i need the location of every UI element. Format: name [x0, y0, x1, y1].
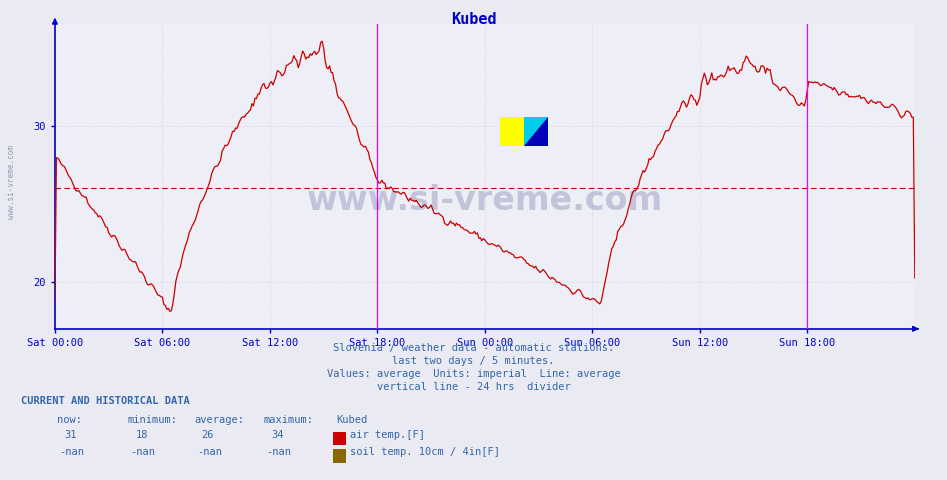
- Text: Kubed: Kubed: [451, 12, 496, 27]
- Text: -nan: -nan: [197, 447, 222, 457]
- Text: air temp.[F]: air temp.[F]: [350, 430, 425, 440]
- Text: average:: average:: [194, 415, 244, 425]
- Polygon shape: [525, 117, 548, 146]
- Text: Slovenia / weather data - automatic stations.: Slovenia / weather data - automatic stat…: [333, 343, 614, 353]
- Text: -nan: -nan: [131, 447, 155, 457]
- Text: Values: average  Units: imperial  Line: average: Values: average Units: imperial Line: av…: [327, 369, 620, 379]
- Text: maximum:: maximum:: [263, 415, 313, 425]
- Text: now:: now:: [57, 415, 81, 425]
- Text: 31: 31: [64, 430, 77, 440]
- Text: 26: 26: [202, 430, 214, 440]
- Text: 34: 34: [271, 430, 283, 440]
- Bar: [500, 117, 525, 146]
- Text: vertical line - 24 hrs  divider: vertical line - 24 hrs divider: [377, 382, 570, 392]
- Text: www.si-vreme.com: www.si-vreme.com: [7, 145, 16, 219]
- Text: CURRENT AND HISTORICAL DATA: CURRENT AND HISTORICAL DATA: [21, 396, 189, 406]
- Text: www.si-vreme.com: www.si-vreme.com: [307, 184, 663, 217]
- Bar: [525, 117, 548, 146]
- Text: soil temp. 10cm / 4in[F]: soil temp. 10cm / 4in[F]: [350, 447, 500, 457]
- Text: last two days / 5 minutes.: last two days / 5 minutes.: [392, 356, 555, 366]
- Text: 18: 18: [135, 430, 148, 440]
- Text: -nan: -nan: [60, 447, 84, 457]
- Text: Kubed: Kubed: [336, 415, 367, 425]
- Text: minimum:: minimum:: [128, 415, 178, 425]
- Text: -nan: -nan: [266, 447, 291, 457]
